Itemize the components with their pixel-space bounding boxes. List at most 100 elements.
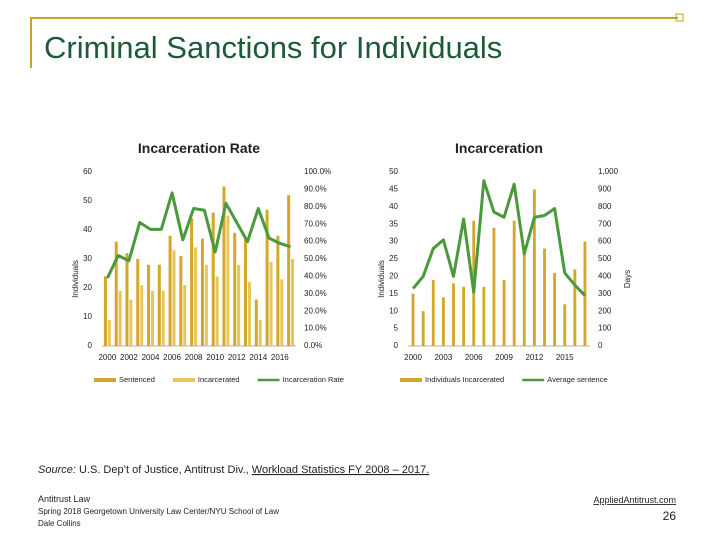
y2-tick-label: 600 bbox=[598, 237, 612, 246]
y-tick-label: 0 bbox=[88, 341, 93, 350]
x-tick-label: 2003 bbox=[434, 353, 452, 362]
y2-tick-label: 90.0% bbox=[304, 185, 327, 194]
bar bbox=[118, 290, 122, 346]
bar bbox=[269, 261, 273, 346]
bar bbox=[150, 290, 154, 346]
bar bbox=[431, 279, 435, 346]
line bbox=[106, 191, 292, 279]
legend-swatch bbox=[94, 378, 116, 382]
bar bbox=[276, 235, 280, 346]
legend-label: Incarcerated bbox=[198, 375, 240, 384]
y2-axis-title: Days bbox=[623, 270, 632, 288]
bar bbox=[543, 248, 546, 346]
bar bbox=[441, 297, 445, 346]
bar bbox=[287, 195, 291, 346]
legend-label: Individuals Incarcerated bbox=[425, 375, 504, 384]
y-tick-label: 35 bbox=[389, 219, 398, 228]
bar bbox=[125, 253, 129, 346]
bar bbox=[129, 299, 133, 346]
slide-title: Criminal Sanctions for Individuals bbox=[44, 30, 502, 65]
y-tick-label: 5 bbox=[394, 324, 399, 333]
y2-tick-label: 70.0% bbox=[304, 219, 327, 228]
y2-tick-label: 60.0% bbox=[304, 237, 327, 246]
x-tick-label: 2004 bbox=[142, 353, 160, 362]
bar bbox=[140, 285, 144, 346]
chart-title: Incarceration Rate bbox=[138, 140, 260, 156]
bar bbox=[233, 232, 237, 346]
x-tick-label: 2010 bbox=[206, 353, 224, 362]
bar bbox=[492, 227, 496, 346]
bar bbox=[421, 311, 425, 346]
legend-label: Sentenced bbox=[119, 375, 155, 384]
x-tick-label: 2016 bbox=[271, 353, 289, 362]
bar bbox=[254, 299, 258, 346]
bar bbox=[244, 238, 248, 346]
y-tick-label: 50 bbox=[389, 167, 398, 176]
bar bbox=[204, 264, 208, 346]
legend-swatch bbox=[400, 378, 422, 382]
y-axis-title: Individuals bbox=[71, 260, 80, 298]
bar bbox=[211, 212, 215, 346]
bar bbox=[103, 276, 107, 346]
bar bbox=[226, 215, 230, 346]
bar bbox=[157, 264, 161, 346]
x-tick-label: 2014 bbox=[249, 353, 267, 362]
x-tick-label: 2015 bbox=[556, 353, 574, 362]
y-tick-label: 25 bbox=[389, 254, 398, 263]
y-tick-label: 30 bbox=[83, 254, 92, 263]
source: Source: U.S. Dep’t of Justice, Antitrust… bbox=[38, 464, 429, 476]
y2-tick-label: 100.0% bbox=[304, 167, 331, 176]
bar bbox=[452, 283, 455, 346]
y2-tick-label: 200 bbox=[598, 306, 612, 315]
bar bbox=[512, 220, 516, 346]
y2-tick-label: 900 bbox=[598, 185, 612, 194]
page-number: 26 bbox=[663, 509, 677, 523]
x-tick-label: 2000 bbox=[404, 353, 422, 362]
y-tick-label: 10 bbox=[83, 312, 92, 321]
y2-tick-label: 400 bbox=[598, 272, 612, 281]
chart-title: Incarceration bbox=[455, 140, 543, 156]
x-tick-label: 2002 bbox=[120, 353, 138, 362]
source-text: U.S. Dep’t of Justice, Antitrust Div., bbox=[76, 464, 252, 476]
y-tick-label: 15 bbox=[389, 289, 398, 298]
bar bbox=[237, 264, 241, 346]
y2-tick-label: 10.0% bbox=[304, 324, 327, 333]
x-tick-label: 2008 bbox=[185, 353, 203, 362]
y-tick-label: 40 bbox=[83, 225, 92, 234]
footer-line: Antitrust Law bbox=[38, 494, 91, 504]
bar bbox=[114, 241, 118, 346]
bar bbox=[194, 247, 198, 346]
title-box bbox=[675, 13, 684, 22]
y-tick-label: 20 bbox=[389, 272, 398, 281]
x-tick-label: 2009 bbox=[495, 353, 513, 362]
y2-tick-label: 1,000 bbox=[598, 167, 619, 176]
bar bbox=[553, 272, 557, 346]
x-tick-label: 2006 bbox=[465, 353, 483, 362]
bar bbox=[502, 279, 506, 346]
legend-label: Average sentence bbox=[547, 375, 607, 384]
bar bbox=[107, 319, 111, 346]
y2-tick-label: 800 bbox=[598, 202, 612, 211]
footer-line: Dale Collins bbox=[38, 519, 81, 528]
bar bbox=[200, 238, 204, 346]
y2-tick-label: 0.0% bbox=[304, 341, 322, 350]
legend-label: Incarceration Rate bbox=[283, 375, 344, 384]
source-link[interactable]: Workload Statistics FY 2008 – 2017. bbox=[252, 464, 430, 476]
bar bbox=[563, 304, 567, 346]
bar bbox=[258, 319, 262, 346]
footer-line: Spring 2018 Georgetown University Law Ce… bbox=[38, 507, 279, 516]
y-tick-label: 45 bbox=[389, 185, 398, 194]
x-tick-label: 2000 bbox=[98, 353, 116, 362]
y2-tick-label: 700 bbox=[598, 219, 612, 228]
bar bbox=[247, 282, 251, 346]
y-axis-title: Individuals bbox=[377, 260, 386, 298]
bar bbox=[136, 259, 140, 346]
source-prefix: Source: bbox=[38, 464, 76, 476]
line bbox=[411, 179, 587, 297]
footer-site[interactable]: AppliedAntitrust.com bbox=[593, 495, 676, 505]
y2-tick-label: 500 bbox=[598, 254, 612, 263]
y2-tick-label: 0 bbox=[598, 341, 603, 350]
bar bbox=[222, 186, 226, 346]
y-tick-label: 30 bbox=[389, 237, 398, 246]
